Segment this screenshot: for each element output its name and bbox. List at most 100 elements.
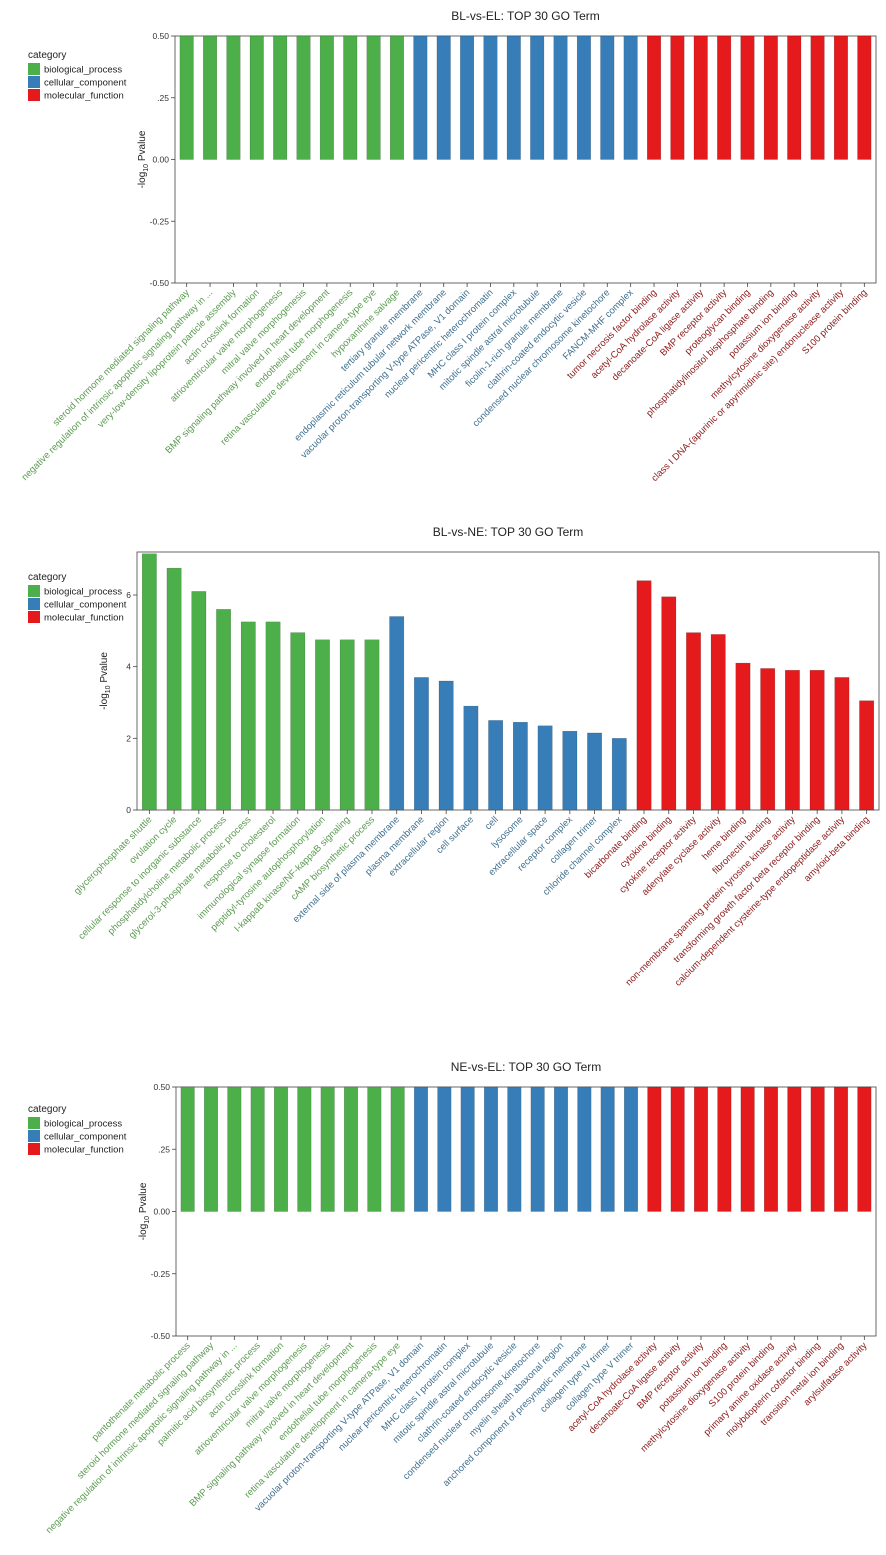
y-tick-label: -0.25 bbox=[150, 216, 170, 226]
bar bbox=[389, 616, 405, 811]
y-axis-label: -log10 Pvalue bbox=[99, 652, 112, 710]
bar bbox=[740, 35, 755, 160]
bar bbox=[364, 639, 380, 811]
bar bbox=[600, 35, 615, 160]
chart-title: BL-vs-EL: TOP 30 GO Term bbox=[451, 9, 600, 23]
legend-label-bp: biological_process bbox=[44, 587, 122, 598]
legend-swatch-cc bbox=[28, 76, 40, 88]
y-tick-label: 0.50 bbox=[153, 1082, 170, 1092]
bar bbox=[512, 722, 528, 811]
y-tick-label: 4 bbox=[126, 662, 131, 672]
bar bbox=[414, 677, 429, 811]
bar bbox=[203, 35, 218, 160]
bar bbox=[810, 1086, 825, 1212]
y-axis-label-prefix: -log bbox=[99, 693, 110, 710]
bar bbox=[530, 1086, 545, 1212]
bar bbox=[320, 1086, 335, 1212]
bar bbox=[764, 1086, 778, 1212]
y-tick-label: 0.00 bbox=[153, 1207, 170, 1217]
bar bbox=[483, 35, 498, 160]
bar bbox=[250, 1086, 265, 1212]
bar bbox=[290, 632, 306, 811]
bar bbox=[717, 1086, 732, 1212]
y-tick-label: 6 bbox=[126, 590, 131, 600]
bar bbox=[785, 670, 800, 811]
bar bbox=[763, 35, 778, 160]
bar bbox=[506, 35, 521, 160]
legend-label-bp: biological_process bbox=[44, 65, 122, 76]
legend-swatch-bp bbox=[28, 1117, 40, 1129]
bar bbox=[530, 35, 545, 160]
y-tick-label: .25 bbox=[157, 93, 169, 103]
bar bbox=[339, 639, 355, 811]
bar bbox=[414, 1086, 428, 1212]
chart-title: NE-vs-EL: TOP 30 GO Term bbox=[451, 1060, 602, 1074]
plot-frame bbox=[174, 35, 877, 284]
bar bbox=[204, 1086, 218, 1212]
bar bbox=[463, 705, 479, 811]
y-axis-label-subscript: 10 bbox=[143, 164, 150, 172]
bar bbox=[141, 553, 157, 811]
legend-label-mf: molecular_function bbox=[44, 613, 124, 624]
bar bbox=[507, 1086, 522, 1212]
bar bbox=[694, 1086, 708, 1212]
bar bbox=[390, 35, 404, 160]
bar bbox=[274, 1086, 288, 1212]
legend-title: category bbox=[28, 50, 66, 61]
bar bbox=[297, 1086, 312, 1212]
y-axis-label-suffix: Pvalue bbox=[99, 652, 110, 686]
bar bbox=[249, 35, 264, 160]
legend-swatch-mf bbox=[28, 611, 40, 623]
bar bbox=[226, 35, 241, 160]
y-axis-label: -log10 Pvalue bbox=[137, 130, 150, 188]
bar bbox=[537, 725, 553, 811]
bar bbox=[436, 35, 451, 160]
bar bbox=[460, 35, 475, 160]
y-axis-label-prefix: -log bbox=[137, 172, 148, 189]
legend-swatch-cc bbox=[28, 598, 40, 610]
y-tick-label: -0.50 bbox=[151, 1331, 171, 1341]
bar bbox=[624, 1086, 638, 1212]
legend-label-cc: cellular_component bbox=[44, 1132, 127, 1143]
bar bbox=[636, 580, 652, 811]
bar bbox=[647, 35, 661, 160]
y-tick-label: 0.50 bbox=[152, 31, 169, 41]
bar bbox=[562, 730, 578, 811]
bar bbox=[670, 1086, 685, 1212]
y-axis-label-suffix: Pvalue bbox=[137, 130, 148, 164]
bar bbox=[438, 680, 454, 811]
y-tick-label: -0.50 bbox=[150, 278, 170, 288]
legend-label-cc: cellular_component bbox=[44, 600, 127, 611]
bar bbox=[859, 700, 875, 811]
bar bbox=[600, 1086, 615, 1212]
bar bbox=[319, 35, 334, 160]
bar bbox=[390, 1086, 405, 1212]
legend: category biological_process cellular_compo… bbox=[28, 572, 127, 624]
bar bbox=[296, 35, 311, 160]
legend-swatch-mf bbox=[28, 89, 40, 101]
y-axis-label-suffix: Pvalue bbox=[138, 1182, 149, 1216]
legend-label-mf: molecular_function bbox=[44, 91, 124, 102]
bar bbox=[577, 1086, 592, 1212]
bar bbox=[611, 738, 627, 811]
bar bbox=[343, 35, 358, 160]
bar bbox=[553, 35, 568, 160]
bar bbox=[740, 1086, 755, 1212]
bar bbox=[787, 35, 802, 160]
y-tick-label: -0.25 bbox=[151, 1269, 171, 1279]
bar bbox=[166, 567, 182, 811]
bar bbox=[315, 639, 330, 811]
plot-frame bbox=[175, 1086, 877, 1337]
bar bbox=[179, 35, 194, 160]
y-tick-label: 0.00 bbox=[152, 155, 169, 165]
y-axis-label-subscript: 10 bbox=[144, 1216, 151, 1224]
bar bbox=[686, 632, 701, 811]
chart-title: BL-vs-NE: TOP 30 GO Term bbox=[433, 525, 584, 539]
bar bbox=[488, 720, 504, 811]
bar bbox=[366, 35, 381, 160]
legend-swatch-bp bbox=[28, 63, 40, 75]
bar bbox=[717, 35, 732, 160]
bar bbox=[710, 634, 726, 811]
bar bbox=[180, 1086, 195, 1212]
